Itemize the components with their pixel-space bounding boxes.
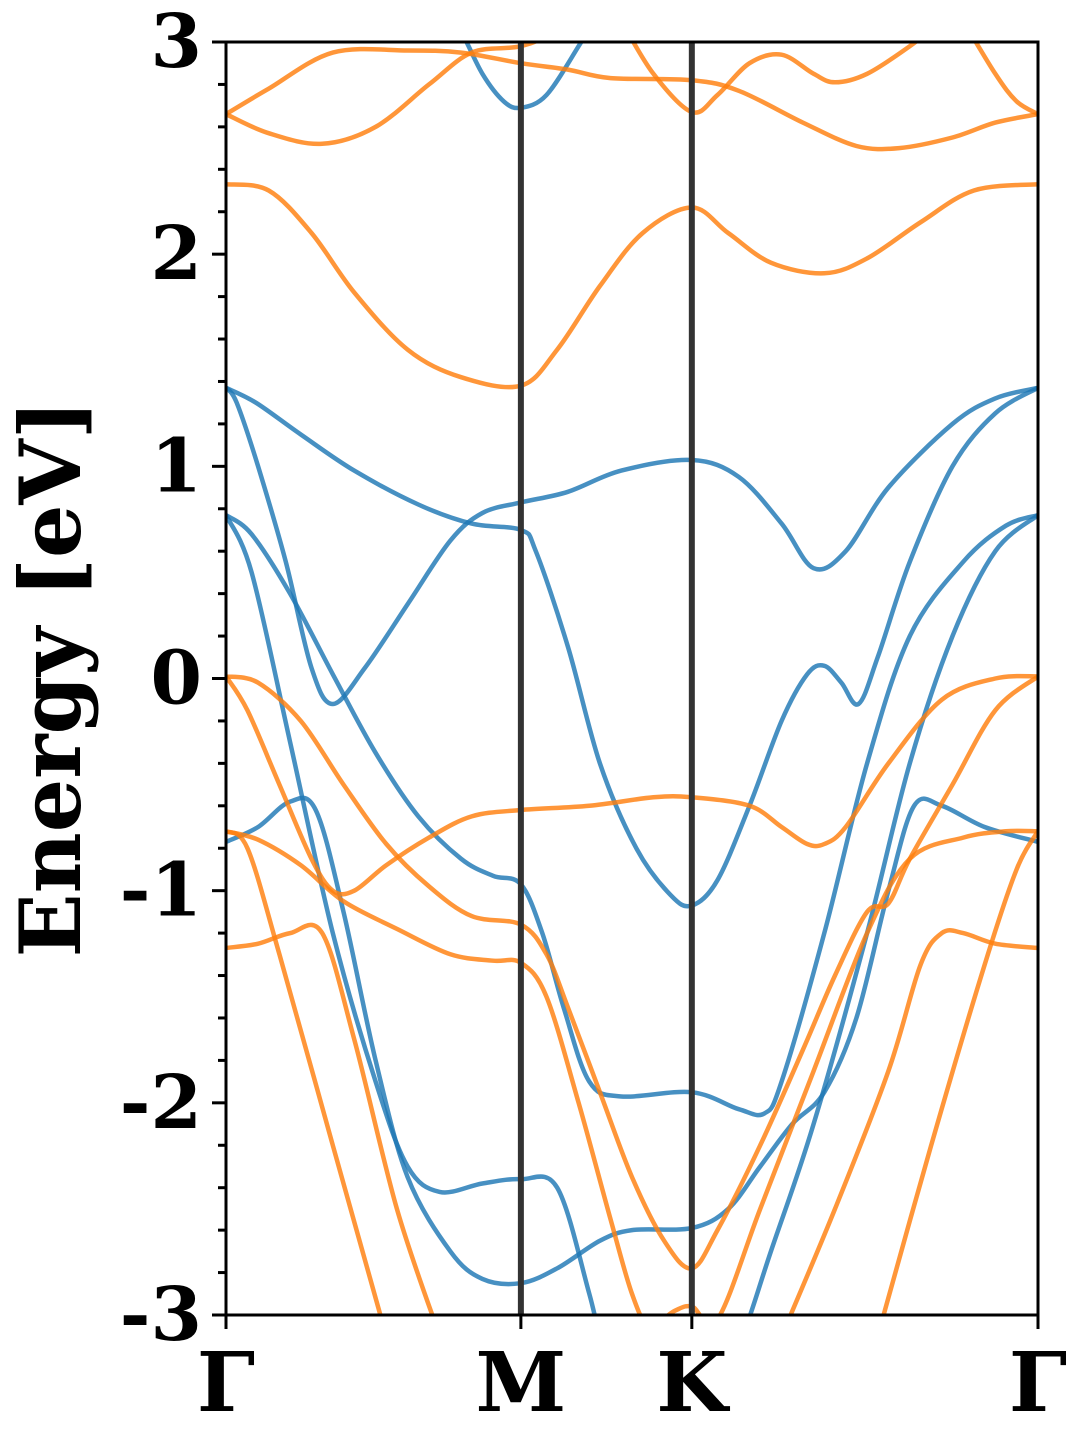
band-orange-17 — [881, 830, 1038, 1315]
x-tick-label: Γ — [197, 1335, 255, 1431]
x-tick-label: Γ — [1009, 1335, 1067, 1431]
y-tick-label: -1 — [120, 848, 202, 934]
band-orange-7 — [226, 42, 541, 147]
band-blue-0 — [226, 385, 1038, 909]
band-orange-10 — [973, 42, 1038, 117]
y-tick-label: -3 — [120, 1272, 202, 1358]
y-tick-label: 0 — [151, 636, 203, 722]
band-orange-9 — [630, 42, 920, 115]
band-blue-1 — [226, 385, 1038, 707]
high-symmetry-lines — [517, 42, 695, 1315]
band-series-layer — [226, 42, 1038, 1315]
band-orange-13 — [226, 828, 1038, 1315]
band-orange-11 — [226, 674, 1038, 1271]
band-blue-3 — [226, 513, 1038, 1315]
y-tick-label: -2 — [120, 1060, 202, 1146]
y-axis-ticks: -3 -2 -1 0 1 2 3 — [120, 0, 226, 1358]
y-tick-label: 2 — [151, 211, 203, 297]
band-orange-6 — [226, 181, 1038, 390]
band-blue-2 — [226, 512, 1038, 1118]
y-axis-label: Energy [eV] — [1, 400, 100, 958]
y-tick-label: 3 — [151, 0, 203, 85]
band-orange-15 — [226, 829, 383, 1315]
band-orange-12 — [226, 673, 1038, 897]
y-tick-label: 1 — [151, 423, 203, 509]
x-tick-label: K — [656, 1335, 730, 1431]
band-orange-14 — [226, 922, 435, 1315]
band-orange-16 — [788, 928, 1038, 1315]
band-blue-4 — [226, 795, 1038, 1287]
x-tick-label: M — [475, 1335, 566, 1431]
plot-frame — [224, 40, 1040, 1317]
band-orange-8 — [226, 46, 1038, 152]
band-blue-5 — [464, 42, 584, 111]
